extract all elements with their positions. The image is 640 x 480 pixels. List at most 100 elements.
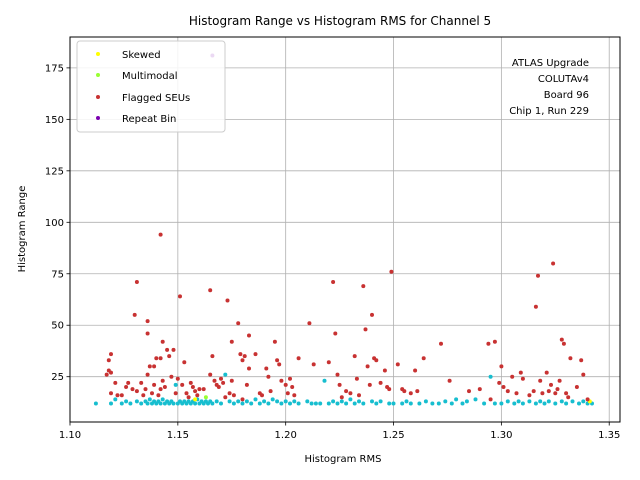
point-flagged-seus <box>382 368 387 373</box>
point-normal <box>124 399 129 404</box>
point-normal <box>374 401 379 406</box>
point-normal <box>516 399 521 404</box>
point-flagged-seus <box>361 284 366 289</box>
point-normal <box>370 399 374 404</box>
chart-title: Histogram Range vs Histogram RMS for Cha… <box>189 14 491 28</box>
point-flagged-seus <box>219 376 223 381</box>
point-flagged-seus <box>546 389 551 394</box>
point-flagged-seus <box>514 391 519 396</box>
point-flagged-seus <box>113 380 118 385</box>
data-points <box>93 53 594 406</box>
point-flagged-seus <box>109 370 113 375</box>
point-flagged-seus <box>236 321 241 326</box>
point-flagged-seus <box>354 376 359 381</box>
point-normal <box>244 399 249 404</box>
point-normal <box>378 399 383 404</box>
point-flagged-seus <box>264 366 269 371</box>
point-flagged-seus <box>585 397 590 402</box>
point-flagged-seus <box>242 354 247 359</box>
point-normal <box>449 401 454 406</box>
point-flagged-seus <box>266 374 271 379</box>
point-flagged-seus <box>288 376 292 381</box>
point-normal <box>313 401 318 406</box>
point-flagged-seus <box>551 261 556 266</box>
point-flagged-seus <box>421 356 426 361</box>
point-flagged-seus <box>240 397 245 402</box>
point-flagged-seus <box>260 393 264 398</box>
legend-label-flagged-seus: Flagged SEUs <box>122 93 190 104</box>
x-tick-label: 1.35 <box>598 430 620 441</box>
y-tick-label: 150 <box>45 115 64 126</box>
point-normal <box>119 401 124 406</box>
point-normal <box>344 401 349 406</box>
point-flagged-seus <box>352 354 357 359</box>
point-normal <box>283 399 288 404</box>
point-normal <box>305 399 310 404</box>
point-normal <box>499 401 504 406</box>
point-normal <box>460 401 465 406</box>
point-flagged-seus <box>156 393 161 398</box>
point-flagged-seus <box>212 378 217 383</box>
point-flagged-seus <box>497 380 502 385</box>
point-flagged-seus <box>247 333 251 338</box>
annotation-line-2: COLUTAv4 <box>538 74 589 85</box>
point-normal <box>512 401 517 406</box>
point-normal <box>488 374 493 379</box>
point-flagged-seus <box>557 378 562 383</box>
x-tick-label: 1.15 <box>167 430 189 441</box>
point-flagged-seus <box>326 360 331 365</box>
point-flagged-seus <box>415 389 420 394</box>
point-flagged-seus <box>238 352 243 357</box>
point-flagged-seus <box>221 380 226 385</box>
point-normal <box>93 401 98 406</box>
point-flagged-seus <box>374 358 379 363</box>
point-flagged-seus <box>564 391 569 396</box>
point-normal <box>391 401 396 406</box>
point-normal <box>533 401 538 406</box>
axis-ticks: 1.10 1.15 1.20 1.25 1.30 1.35 25 50 75 100 125 150 1… <box>45 63 620 441</box>
point-flagged-seus <box>158 387 163 392</box>
legend-entry-repeat-bin: Repeat Bin <box>96 114 176 125</box>
y-tick-label: 125 <box>45 166 64 177</box>
point-flagged-seus <box>167 354 172 359</box>
point-normal <box>417 401 422 406</box>
point-flagged-seus <box>165 347 170 352</box>
point-normal <box>387 401 392 406</box>
point-normal <box>145 401 150 406</box>
point-flagged-seus <box>152 364 157 369</box>
grid-lines <box>69 37 620 422</box>
point-flagged-seus <box>367 382 372 387</box>
point-normal <box>288 401 292 406</box>
point-normal <box>240 401 245 406</box>
point-normal <box>279 401 284 406</box>
point-normal <box>492 401 497 406</box>
point-flagged-seus <box>201 387 206 392</box>
point-normal <box>158 401 163 406</box>
point-flagged-seus <box>147 364 152 369</box>
point-flagged-seus <box>357 393 361 398</box>
point-flagged-seus <box>162 385 167 389</box>
point-flagged-seus <box>439 341 443 346</box>
point-normal <box>113 397 118 402</box>
point-flagged-seus <box>561 341 566 346</box>
point-normal <box>348 397 353 402</box>
run-annotation: ATLAS Upgrade COLUTAv4 Board 96 Chip 1, … <box>509 58 589 117</box>
point-flagged-seus <box>277 362 282 367</box>
point-flagged-seus <box>141 393 146 398</box>
point-normal <box>408 401 413 406</box>
point-flagged-seus <box>408 391 413 396</box>
point-flagged-seus <box>477 387 482 392</box>
point-flagged-seus <box>272 339 277 344</box>
point-normal <box>335 401 340 406</box>
annotation-line-4: Chip 1, Run 229 <box>509 106 589 117</box>
point-normal <box>160 397 165 402</box>
point-flagged-seus <box>210 354 215 359</box>
point-normal <box>326 401 331 406</box>
point-flagged-seus <box>195 393 200 398</box>
point-flagged-seus <box>311 362 316 367</box>
point-flagged-seus <box>139 380 144 385</box>
point-flagged-seus <box>158 356 163 361</box>
point-flagged-seus <box>527 393 532 398</box>
legend-label-skewed: Skewed <box>122 50 161 61</box>
